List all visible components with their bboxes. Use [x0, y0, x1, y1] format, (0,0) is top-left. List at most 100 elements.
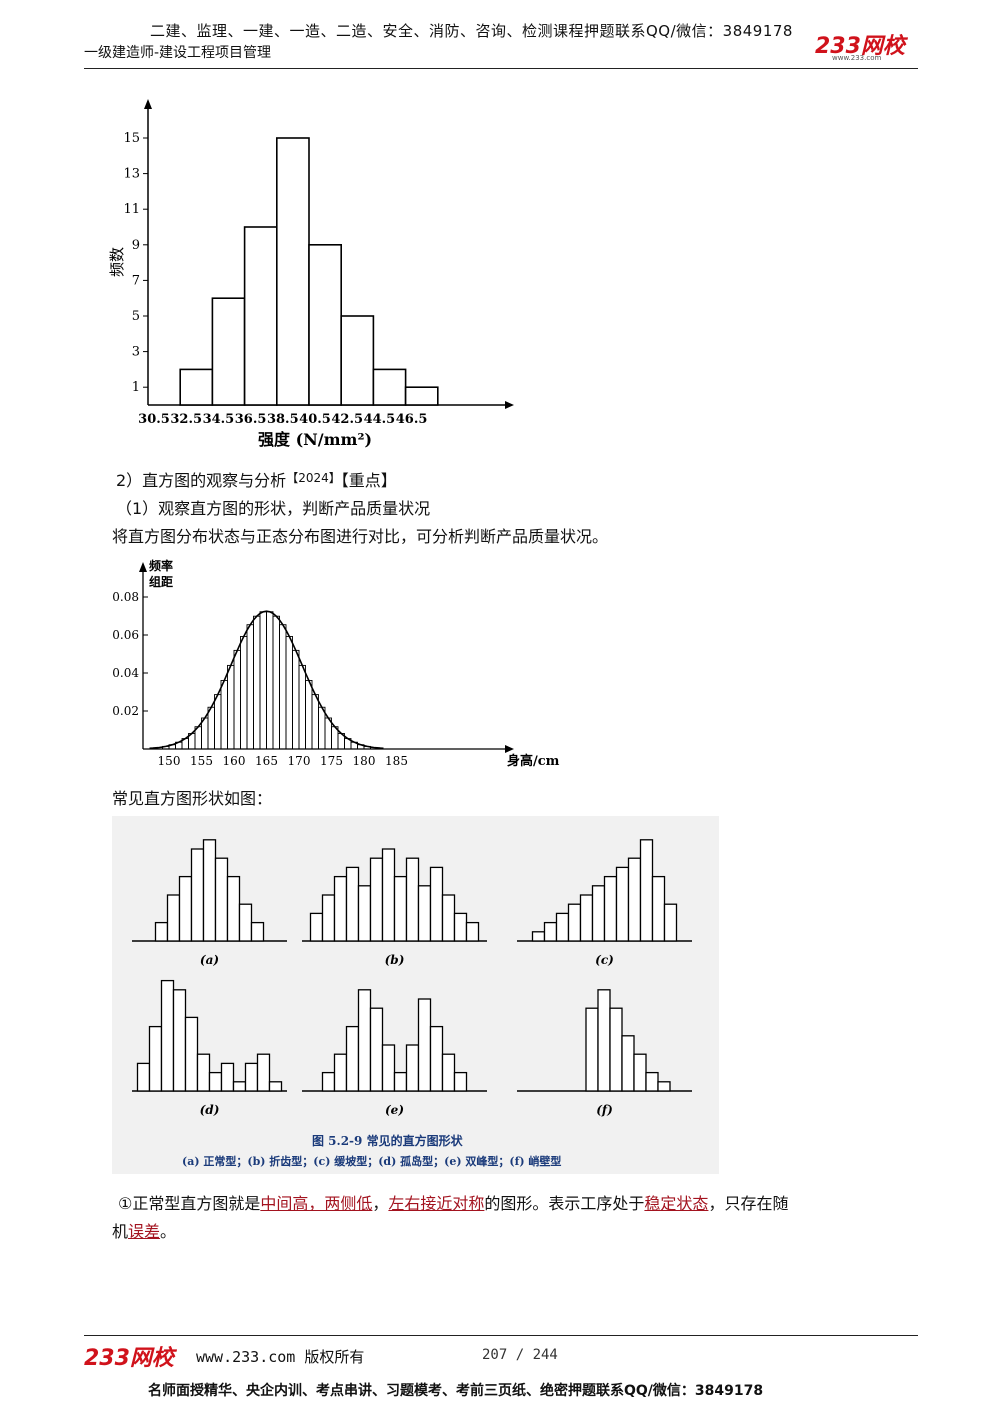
shape-bar — [333, 1053, 348, 1092]
shape-bar — [178, 875, 193, 942]
shape-bar — [148, 1025, 163, 1092]
histogram-shape-panel: (c) — [517, 839, 692, 967]
header-divider — [84, 68, 918, 69]
shape-bar — [453, 1071, 468, 1092]
shape-bar — [232, 1081, 247, 1092]
shape-bar — [244, 1062, 259, 1092]
histogram-bar — [243, 226, 278, 406]
histogram-shape-panel: (b) — [302, 848, 487, 967]
shape-bar — [369, 1007, 384, 1092]
histogram-bar — [372, 368, 407, 406]
histogram-bin — [318, 706, 326, 750]
shape-bar — [202, 839, 217, 942]
shape-bar — [441, 894, 456, 942]
histogram-bin — [240, 635, 248, 750]
y-tick-label: 7 — [132, 273, 140, 288]
histogram-bin — [272, 615, 280, 750]
shape-bar — [597, 989, 611, 1092]
paragraph-3-line-2: 机误差。 — [112, 1218, 902, 1246]
shape-bar — [226, 875, 241, 942]
p3-text-b: ， — [372, 1194, 389, 1213]
x-tick-label: 165 — [255, 754, 278, 768]
shape-bar — [465, 921, 480, 942]
histogram-bin — [324, 717, 332, 750]
shape-bar — [184, 1016, 199, 1092]
histogram-bin — [285, 635, 293, 750]
y-tick-label: 11 — [123, 202, 140, 217]
footer-copyright: www.233.com 版权所有 — [196, 1348, 365, 1366]
histogram-bin — [201, 717, 209, 750]
x-tick-label: 155 — [190, 754, 213, 768]
shape-bar — [256, 1053, 271, 1092]
section-year-tag: 【2024】 — [286, 471, 341, 485]
subheading-1: （1）观察直方图的形状，判断产品质量状况 — [116, 499, 431, 518]
shape-bar — [429, 1025, 444, 1092]
shape-bar — [166, 894, 181, 942]
histogram-bin — [259, 611, 267, 750]
histogram-bin — [253, 615, 261, 750]
normal-distribution-chart: 150 155 160 165 170 175 180 185 0.02 0.04 0.06 0.08… — [112, 558, 559, 769]
shape-bar — [333, 875, 348, 942]
histogram-shapes-svg: (a) (b) (c) (d) (e) (f) 图 5.2-9 常见的直方图形状 (a) … — [132, 839, 692, 1168]
y-tick-label: 15 — [123, 131, 140, 146]
shape-bar — [645, 1071, 659, 1092]
panel-label: (c) — [595, 953, 614, 967]
x-tick-label: 38.5 — [267, 412, 299, 427]
p3-text-c: 的图形。表示工序处于 — [484, 1194, 645, 1213]
histogram-bin — [279, 624, 287, 750]
y-tick-label: 13 — [123, 167, 140, 182]
x-tick-label: 34.5 — [203, 412, 235, 427]
histogram-bar — [308, 244, 343, 406]
shape-bar — [172, 989, 187, 1092]
shape-bar — [621, 1035, 635, 1092]
panel-label: (f) — [596, 1103, 613, 1117]
x-tick-label: 30.5 — [138, 412, 170, 427]
histogram-bin — [227, 664, 235, 750]
histogram-shape-panel: (a) — [132, 839, 287, 967]
histogram-bar — [276, 137, 310, 406]
shape-bar — [381, 848, 396, 942]
shape-bar — [627, 857, 642, 942]
shape-bar — [238, 903, 253, 942]
x-tick-label: 175 — [320, 754, 343, 768]
p3-text-e: 机 — [112, 1222, 129, 1241]
header-logo-url: www.233.com — [832, 54, 882, 62]
shape-bar — [651, 875, 666, 942]
shape-bar — [531, 931, 546, 942]
shape-bar — [663, 903, 678, 942]
shape-bar — [543, 921, 558, 942]
histogram-shapes-figure: (a) (b) (c) (d) (e) (f) 图 5.2-9 常见的直方图形状 (a) … — [112, 816, 719, 1174]
shape-bar — [393, 1071, 408, 1092]
p3-text-f: 。 — [160, 1222, 177, 1241]
footer-logo: 233网校 — [84, 1346, 174, 1371]
y-axis-arrow — [144, 99, 152, 109]
histogram-bin — [298, 664, 306, 750]
y-tick-label: 0.06 — [112, 628, 139, 642]
p3-text-d: ，只存在随 — [708, 1194, 789, 1213]
x-tick-label: 36.5 — [235, 412, 267, 427]
y-tick-label: 1 — [132, 380, 140, 395]
shape-bar — [220, 1062, 235, 1092]
shape-bar — [441, 1053, 456, 1092]
panel-label: (d) — [200, 1103, 220, 1117]
normal-ylabel-top: 频率 — [149, 558, 173, 573]
x-tick-label: 150 — [158, 754, 181, 768]
shape-bar — [250, 921, 265, 942]
histogram-shape-panel: (e) — [302, 989, 487, 1117]
section-heading: 2）直方图的观察与分析【2024】【重点】 — [116, 467, 397, 491]
x-axis-arrow — [505, 401, 514, 409]
x-tick-label: 46.5 — [396, 412, 428, 427]
histogram-bar — [179, 368, 214, 406]
shape-bar — [405, 1044, 420, 1092]
shape-bar — [633, 1053, 647, 1092]
shape-bar — [321, 1071, 336, 1092]
shape-bar — [136, 1062, 151, 1092]
histogram-bar — [404, 386, 439, 406]
x-tick-label: 42.5 — [331, 412, 363, 427]
shape-bar — [417, 998, 432, 1092]
paragraph-1: 将直方图分布状态与正态分布图进行对比，可分析判断产品质量状况。 — [112, 527, 609, 546]
y-tick-label: 0.08 — [112, 590, 139, 604]
panel-label: (e) — [385, 1103, 404, 1117]
shape-bar — [555, 912, 570, 942]
paragraph-2: 常见直方图形状如图： — [112, 789, 273, 808]
